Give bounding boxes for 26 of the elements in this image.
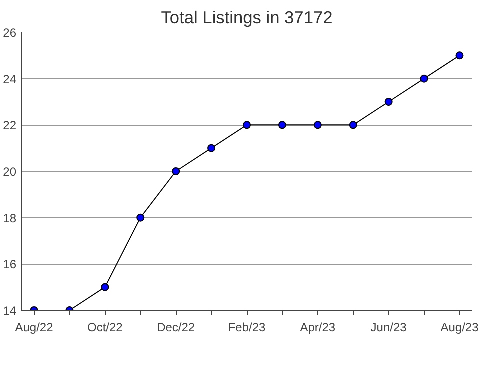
y-tick-label: 18 xyxy=(3,211,17,226)
point xyxy=(314,121,322,130)
x-tick-label: Oct/22 xyxy=(88,320,124,334)
point xyxy=(349,121,358,130)
x-tick-label: Aug/23 xyxy=(440,320,480,334)
point xyxy=(278,121,286,130)
x-tick-label: Jun/23 xyxy=(370,320,408,334)
x-tick-label: Feb/23 xyxy=(228,320,266,334)
point xyxy=(208,144,216,152)
point xyxy=(456,52,464,60)
y-tick-label: 16 xyxy=(3,258,17,272)
point xyxy=(101,283,110,292)
y-tick-label: 20 xyxy=(3,165,17,179)
y-tick-label: 26 xyxy=(3,26,17,40)
x-tick-label: Dec/22 xyxy=(157,320,196,334)
point xyxy=(136,214,145,222)
point xyxy=(420,74,428,83)
x-tick-label: Aug/22 xyxy=(15,320,54,334)
y-tick-label: 14 xyxy=(3,304,17,318)
x-tick-label: Apr/23 xyxy=(300,320,336,334)
y-tick-label: 22 xyxy=(3,118,17,133)
point xyxy=(243,121,251,130)
y-tick-label: 24 xyxy=(3,72,17,86)
point xyxy=(384,98,393,106)
point xyxy=(172,168,180,176)
chart-title: Total Listings in 37172 xyxy=(161,8,333,28)
